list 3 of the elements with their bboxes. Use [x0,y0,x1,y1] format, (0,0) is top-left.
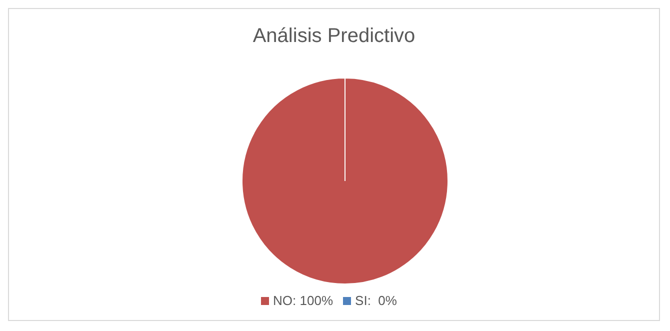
chart-title: Análisis Predictivo [252,25,416,48]
legend-label: NO: 100% [273,293,334,308]
legend-label: SI: 0% [355,293,397,308]
